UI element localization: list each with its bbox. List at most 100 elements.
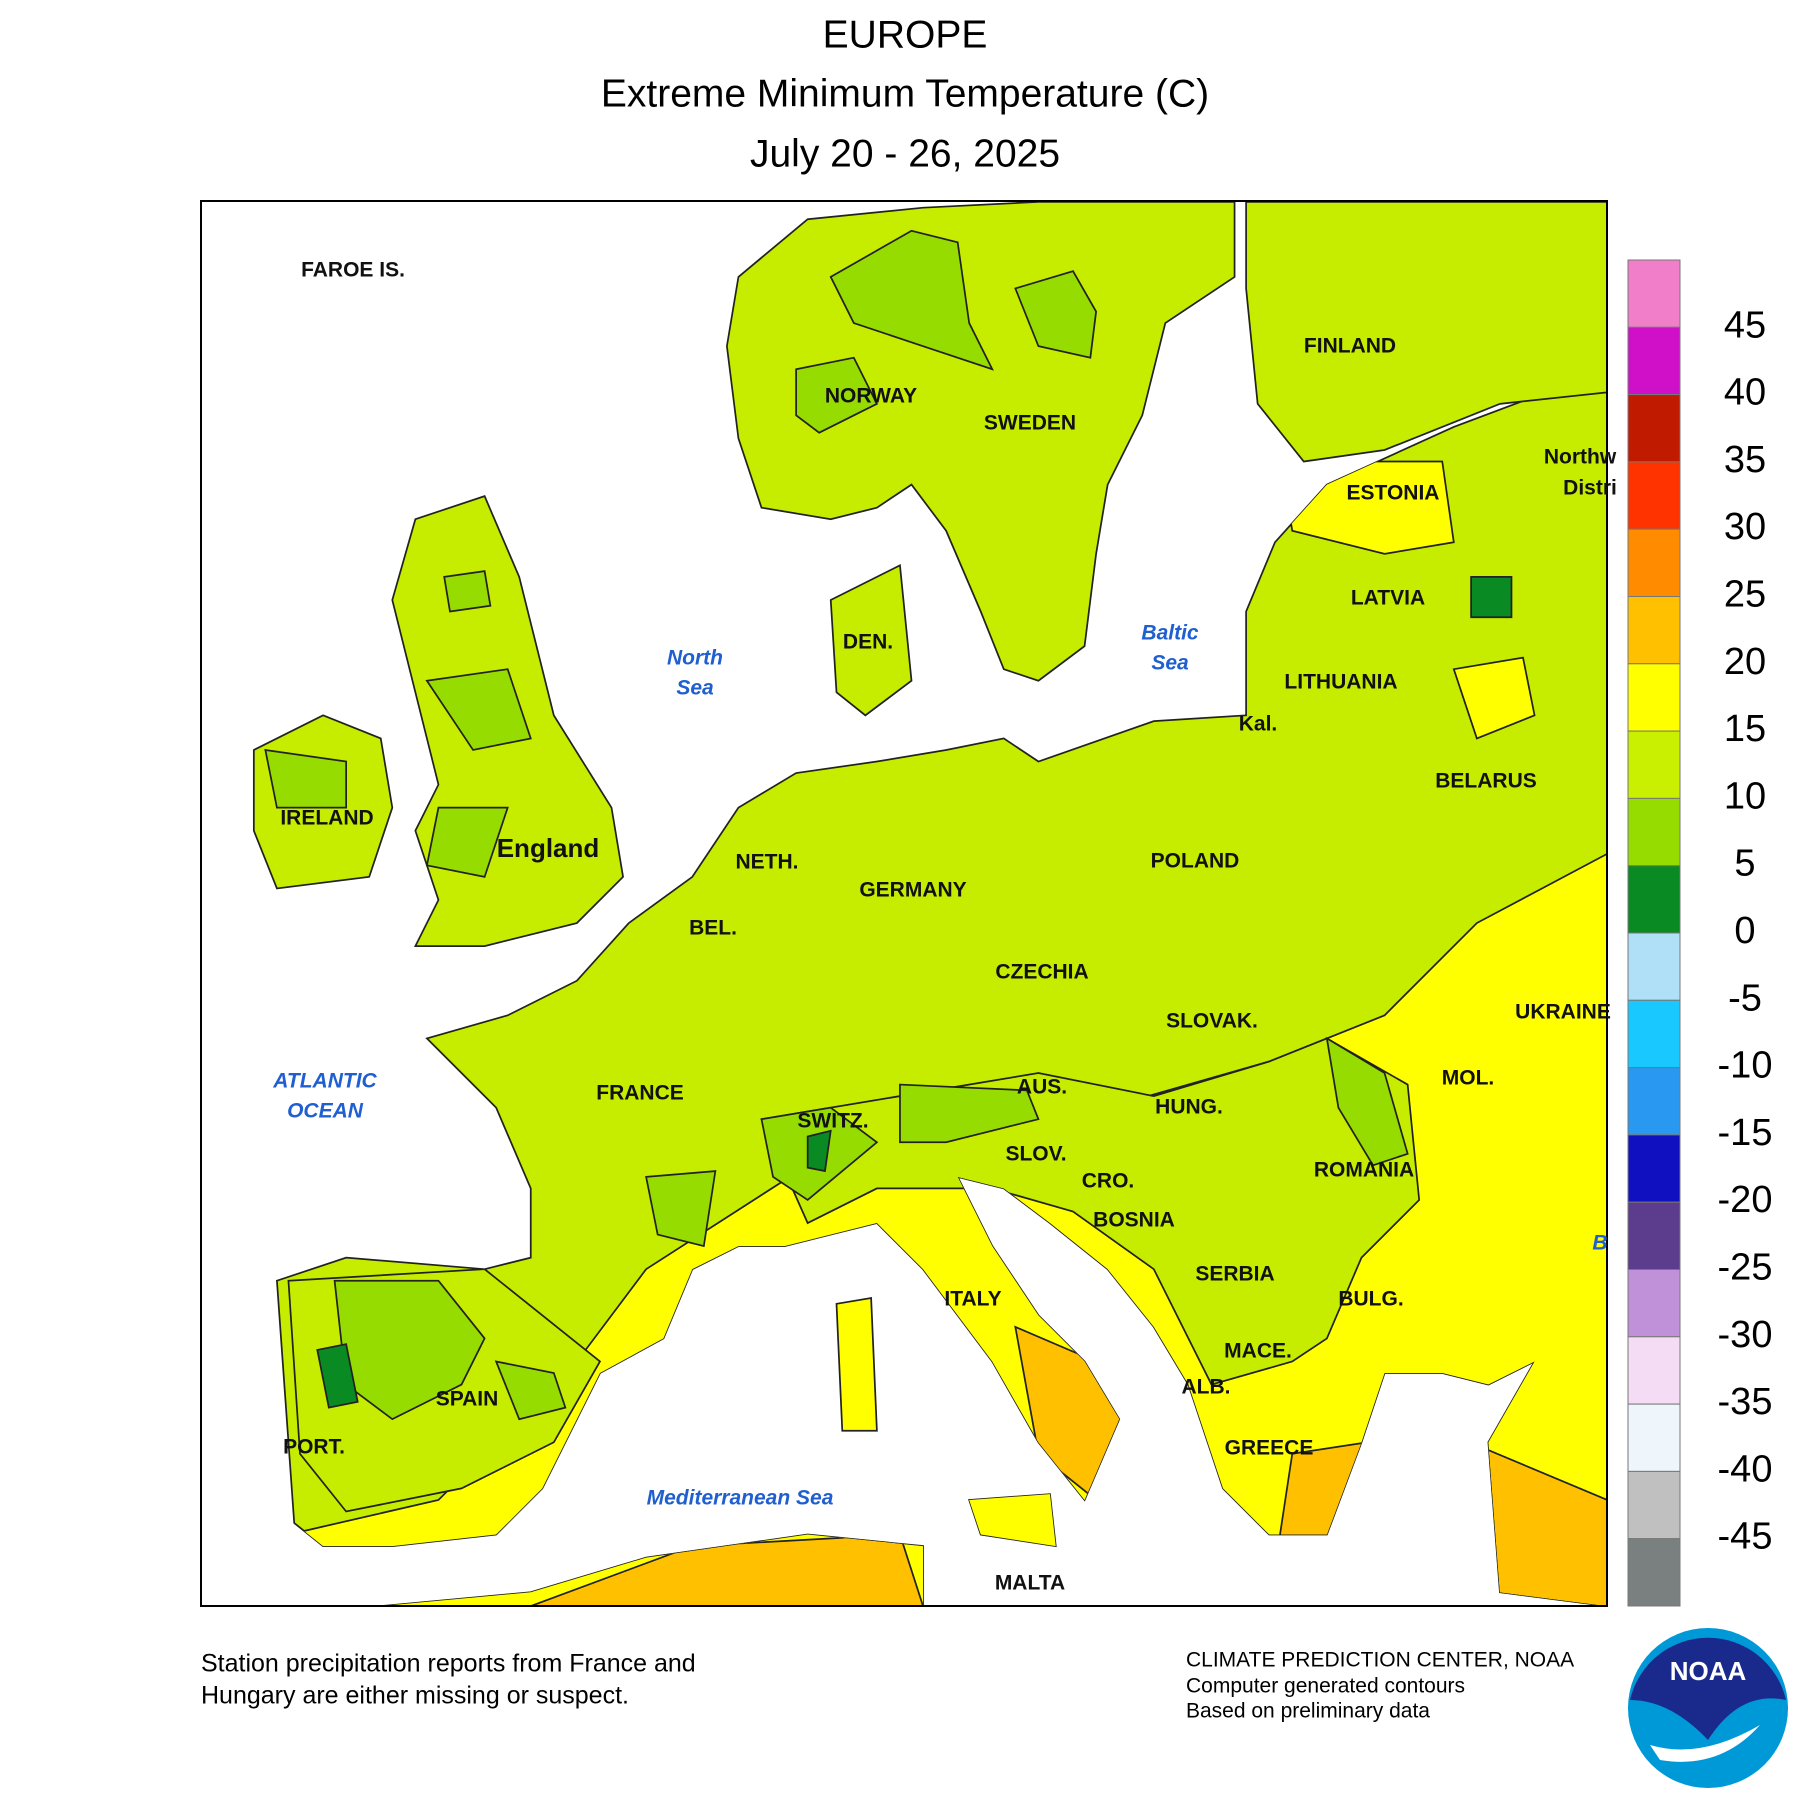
water-label: B: [1592, 1232, 1607, 1255]
subtitle: Extreme Minimum Temperature (C): [601, 72, 1209, 115]
legend-swatch: [1627, 394, 1681, 463]
legend-swatch: [1627, 730, 1681, 799]
legend-label: -35: [1718, 1381, 1773, 1423]
legend-swatch: [1627, 932, 1681, 1001]
legend-label: -15: [1718, 1112, 1773, 1154]
legend-label: -10: [1718, 1045, 1773, 1087]
title: EUROPE: [823, 13, 988, 56]
noaa-logo: NOAA: [1628, 1628, 1788, 1788]
legend-label: 20: [1724, 641, 1766, 683]
country-label: DEN.: [843, 631, 893, 654]
period: July 20 - 26, 2025: [750, 132, 1060, 175]
legend-swatch: [1627, 259, 1681, 328]
country-label: ALB.: [1182, 1376, 1231, 1399]
country-label: NORWAY: [825, 385, 917, 408]
map-frame: [200, 200, 1608, 1607]
legend-label: 0: [1734, 910, 1755, 952]
country-label: Kal.: [1239, 713, 1278, 736]
legend-swatch: [1627, 1336, 1681, 1405]
water-label: Sea: [676, 677, 714, 700]
country-label: MALTA: [995, 1572, 1065, 1595]
legend-label: 10: [1724, 775, 1766, 817]
legend-swatch: [1627, 1134, 1681, 1203]
footnote: Station precipitation reports from Franc…: [201, 1650, 696, 1678]
legend-swatch: [1627, 528, 1681, 598]
legend-label: 45: [1724, 304, 1766, 346]
legend-label: -45: [1718, 1516, 1773, 1558]
legend-swatch: [1627, 1269, 1681, 1338]
legend-swatch: [1627, 999, 1681, 1069]
legend-label: 25: [1724, 574, 1766, 616]
legend-label: 15: [1724, 708, 1766, 750]
country-label: POLAND: [1151, 850, 1240, 873]
country-label: LITHUANIA: [1284, 671, 1397, 694]
water-label: Baltic: [1141, 622, 1199, 645]
legend-label: 35: [1724, 439, 1766, 481]
country-label: SLOVAK.: [1166, 1010, 1258, 1033]
water-label: Mediterranean Sea: [647, 1487, 834, 1510]
country-label: SERBIA: [1195, 1263, 1274, 1286]
map: [252, 201, 1607, 1606]
country-label: FAROE IS.: [301, 259, 405, 282]
water-label: OCEAN: [287, 1100, 364, 1123]
legend: 45 40 35 30 25 20 15 10 5 0 -5 -10 -15 -20 -25 -30 -35 -4…: [1627, 259, 1773, 1607]
legend-swatch: [1627, 1538, 1681, 1607]
logo-text: NOAA: [1670, 1656, 1747, 1686]
credit: Based on preliminary data: [1186, 1700, 1430, 1723]
legend-swatch: [1627, 1067, 1681, 1136]
legend-label: -25: [1718, 1247, 1773, 1289]
country-label: SPAIN: [436, 1388, 499, 1411]
country-label: HUNG.: [1155, 1096, 1223, 1119]
country-label: NETH.: [736, 851, 799, 874]
country-label: SWITZ.: [797, 1110, 868, 1133]
legend-swatch: [1627, 1201, 1681, 1270]
country-label: BULG.: [1338, 1288, 1403, 1311]
credit: Computer generated contours: [1186, 1675, 1465, 1698]
country-label: SLOV.: [1005, 1143, 1066, 1166]
water-label: Sea: [1151, 652, 1189, 675]
legend-label: 5: [1734, 843, 1755, 885]
legend-label: -20: [1718, 1179, 1773, 1221]
legend-swatch: [1627, 1470, 1681, 1540]
country-label: CRO.: [1082, 1170, 1135, 1193]
country-label: MACE.: [1224, 1340, 1292, 1363]
water-label: ATLANTIC: [272, 1070, 377, 1093]
country-label: MOL.: [1442, 1067, 1495, 1090]
legend-label: -30: [1718, 1314, 1773, 1356]
country-label: UKRAINE: [1515, 1001, 1611, 1024]
legend-swatch: [1627, 326, 1681, 396]
country-label: BEL.: [689, 917, 737, 940]
country-label: LATVIA: [1351, 587, 1425, 610]
legend-swatch: [1627, 865, 1681, 934]
land: [252, 201, 1607, 1606]
country-label: FRANCE: [596, 1082, 684, 1105]
country-label: PORT.: [283, 1436, 345, 1459]
country-label: IRELAND: [280, 807, 373, 830]
map-labels: FAROE IS. NORWAY SWEDEN FINLAND ESTONIA LATVI…: [272, 259, 1617, 1595]
legend-swatch: [1627, 1403, 1681, 1472]
legend-swatch: [1627, 596, 1681, 665]
country-label: BOSNIA: [1093, 1209, 1175, 1232]
country-label: ITALY: [944, 1288, 1001, 1311]
legend-label: -40: [1718, 1448, 1773, 1490]
country-label: ROMANIA: [1314, 1159, 1414, 1182]
country-label: GREECE: [1225, 1437, 1314, 1460]
country-label: AUS.: [1017, 1076, 1067, 1099]
country-label: Northw: [1544, 446, 1617, 469]
country-label: FINLAND: [1304, 335, 1396, 358]
country-label: ESTONIA: [1347, 482, 1440, 505]
country-label: SWEDEN: [984, 412, 1076, 435]
credit: CLIMATE PREDICTION CENTER, NOAA: [1186, 1649, 1574, 1672]
country-label: CZECHIA: [995, 961, 1088, 984]
england-label: England: [497, 833, 600, 863]
legend-swatch: [1627, 461, 1681, 530]
legend-label: -5: [1728, 977, 1762, 1019]
legend-swatch: [1627, 797, 1681, 867]
legend-swatch: [1627, 663, 1681, 732]
country-label: BELARUS: [1435, 770, 1537, 793]
legend-label: 40: [1724, 372, 1766, 414]
country-label: GERMANY: [859, 879, 966, 902]
footnote: Hungary are either missing or suspect.: [201, 1682, 629, 1710]
